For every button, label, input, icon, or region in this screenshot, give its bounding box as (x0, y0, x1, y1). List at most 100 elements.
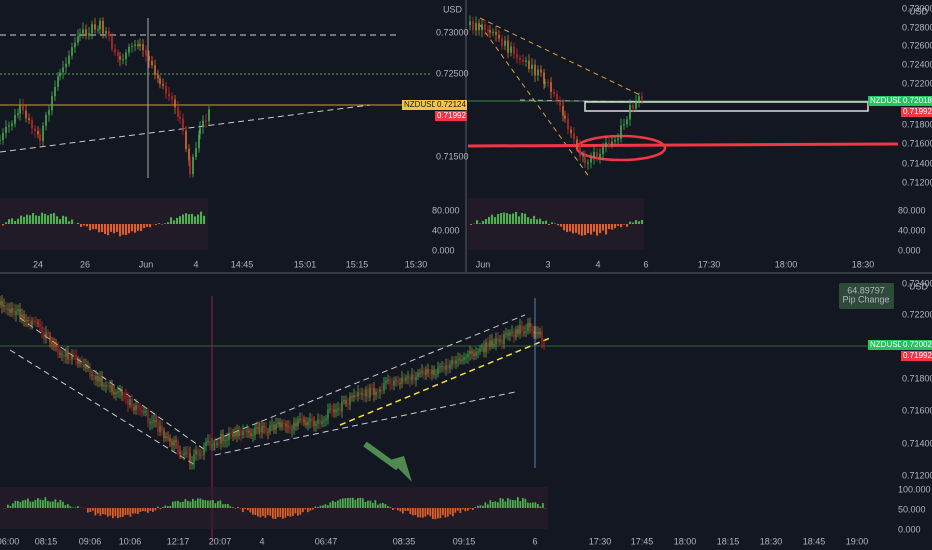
histogram-bar (302, 508, 304, 513)
histogram-bar (12, 503, 14, 508)
candle (240, 430, 242, 436)
candle (162, 83, 164, 86)
price-label: 0.72200 (902, 78, 932, 88)
indicator-label: 80.000 (432, 205, 460, 215)
ref-price: 0.71992 (903, 351, 932, 360)
price-label: 0.71600 (902, 405, 932, 415)
histogram-bar (641, 219, 644, 224)
histogram-bar (24, 499, 27, 508)
time-label: 08:15 (35, 536, 58, 546)
histogram-bar (164, 505, 167, 508)
histogram-bar (557, 224, 560, 226)
histogram-bar (139, 508, 142, 512)
histogram-bar (292, 508, 294, 517)
histogram-bar (98, 224, 101, 233)
time-label: 12:17 (167, 536, 190, 546)
histogram-bar (29, 215, 32, 224)
candle (47, 332, 49, 336)
candle (165, 436, 167, 439)
candle (427, 369, 429, 374)
price-label: 0.71400 (902, 438, 932, 448)
candle (547, 82, 549, 84)
candle (87, 367, 89, 369)
candle (131, 399, 133, 407)
candle (27, 319, 29, 321)
histogram-bar (429, 508, 432, 517)
candle (291, 429, 293, 431)
candle (31, 320, 33, 325)
candle (211, 444, 213, 446)
histogram-bar (409, 508, 412, 515)
candle (540, 69, 542, 73)
histogram-bar (369, 500, 372, 508)
candle (489, 30, 491, 33)
candle (29, 319, 31, 325)
candle (333, 409, 335, 413)
price-label: 0.72800 (902, 22, 932, 32)
histogram-bar (519, 501, 522, 508)
histogram-bar (488, 216, 491, 224)
candle (54, 86, 56, 97)
histogram-bar (122, 224, 125, 235)
candle (14, 114, 16, 124)
candle (95, 376, 97, 380)
candle (525, 331, 527, 333)
candle (433, 369, 435, 375)
histogram-bar (56, 216, 59, 224)
candle (401, 377, 403, 384)
histogram-bar (542, 221, 545, 224)
histogram-bar (267, 508, 269, 515)
histogram-bar (259, 508, 262, 518)
histogram-bar (177, 500, 179, 508)
candle (531, 64, 533, 69)
candle (97, 29, 99, 31)
histogram-bar (512, 213, 515, 224)
candle (71, 355, 73, 360)
histogram-bar (322, 505, 324, 508)
candle (53, 344, 55, 346)
candle (97, 376, 99, 382)
candle (259, 427, 261, 433)
candle (134, 44, 136, 47)
histogram-bar (548, 224, 551, 225)
candle (265, 427, 267, 432)
candle (477, 351, 479, 353)
time-label: 19:00 (846, 536, 869, 546)
price-label: 0.72200 (902, 309, 932, 319)
histogram-bar (17, 218, 20, 224)
candle (131, 46, 133, 48)
histogram-bar (14, 500, 17, 508)
candle (373, 387, 375, 395)
histogram-bar (149, 224, 152, 228)
candle (169, 437, 171, 442)
candle (189, 160, 191, 175)
histogram-bar (608, 224, 611, 230)
candle (161, 426, 163, 431)
candle (553, 91, 555, 94)
candle (224, 440, 226, 442)
candle (481, 24, 483, 31)
histogram-bar (587, 224, 590, 234)
candle (151, 421, 153, 423)
histogram-bar (247, 508, 249, 511)
histogram-bar (102, 508, 104, 515)
histogram-bar (2, 224, 5, 226)
candle (311, 418, 313, 422)
candle (37, 322, 39, 325)
histogram-bar (69, 506, 72, 508)
candle (537, 69, 539, 76)
trend-line (214, 314, 526, 441)
candle (179, 116, 181, 119)
histogram-bar (35, 215, 38, 224)
candle (63, 354, 65, 358)
histogram-bar (517, 497, 519, 508)
candle (409, 376, 411, 381)
histogram-bar (86, 224, 89, 227)
time-label: 24 (33, 259, 43, 269)
histogram-bar (227, 503, 229, 508)
candle (457, 359, 459, 361)
histogram-bar (506, 213, 509, 224)
candle (244, 431, 246, 433)
candle (57, 76, 59, 87)
